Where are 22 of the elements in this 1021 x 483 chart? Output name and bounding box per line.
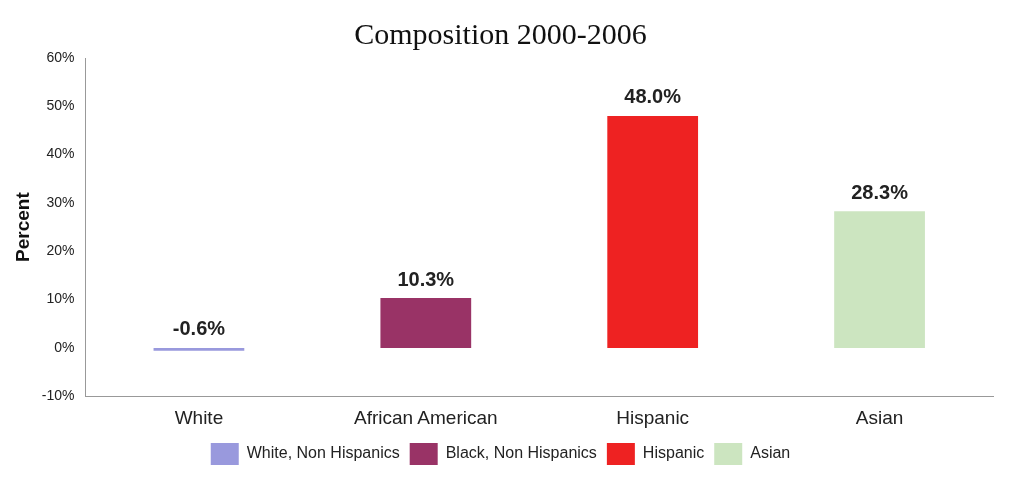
data-label: 28.3% — [851, 180, 909, 203]
chart-title: Composition 2000-2006 — [354, 16, 647, 50]
legend-label: Black, Non Hispanics — [445, 444, 597, 462]
x-tick-label: White — [174, 406, 224, 428]
y-tick-label: 60% — [46, 48, 75, 65]
data-label: 10.3% — [397, 267, 455, 290]
legend-label: Asian — [750, 444, 791, 462]
x-tick-label: African American — [353, 406, 498, 428]
x-tick-label: Hispanic — [616, 406, 690, 428]
y-tick-label: 0% — [54, 338, 75, 355]
y-tick-label: 40% — [46, 145, 75, 162]
y-tick-label: 30% — [46, 193, 75, 210]
legend-label: White, Non Hispanics — [246, 444, 400, 462]
data-label: -0.6% — [172, 317, 226, 340]
x-tick-label: Asian — [855, 406, 904, 428]
data-label: 48.0% — [624, 85, 682, 108]
legend-label: Hispanic — [642, 444, 705, 462]
y-tick-label: 50% — [46, 97, 75, 114]
y-axis-title: Percent — [11, 191, 33, 262]
y-tick-label: -10% — [41, 387, 75, 404]
y-tick-label: 20% — [46, 242, 75, 259]
y-tick-label: 10% — [46, 290, 75, 307]
